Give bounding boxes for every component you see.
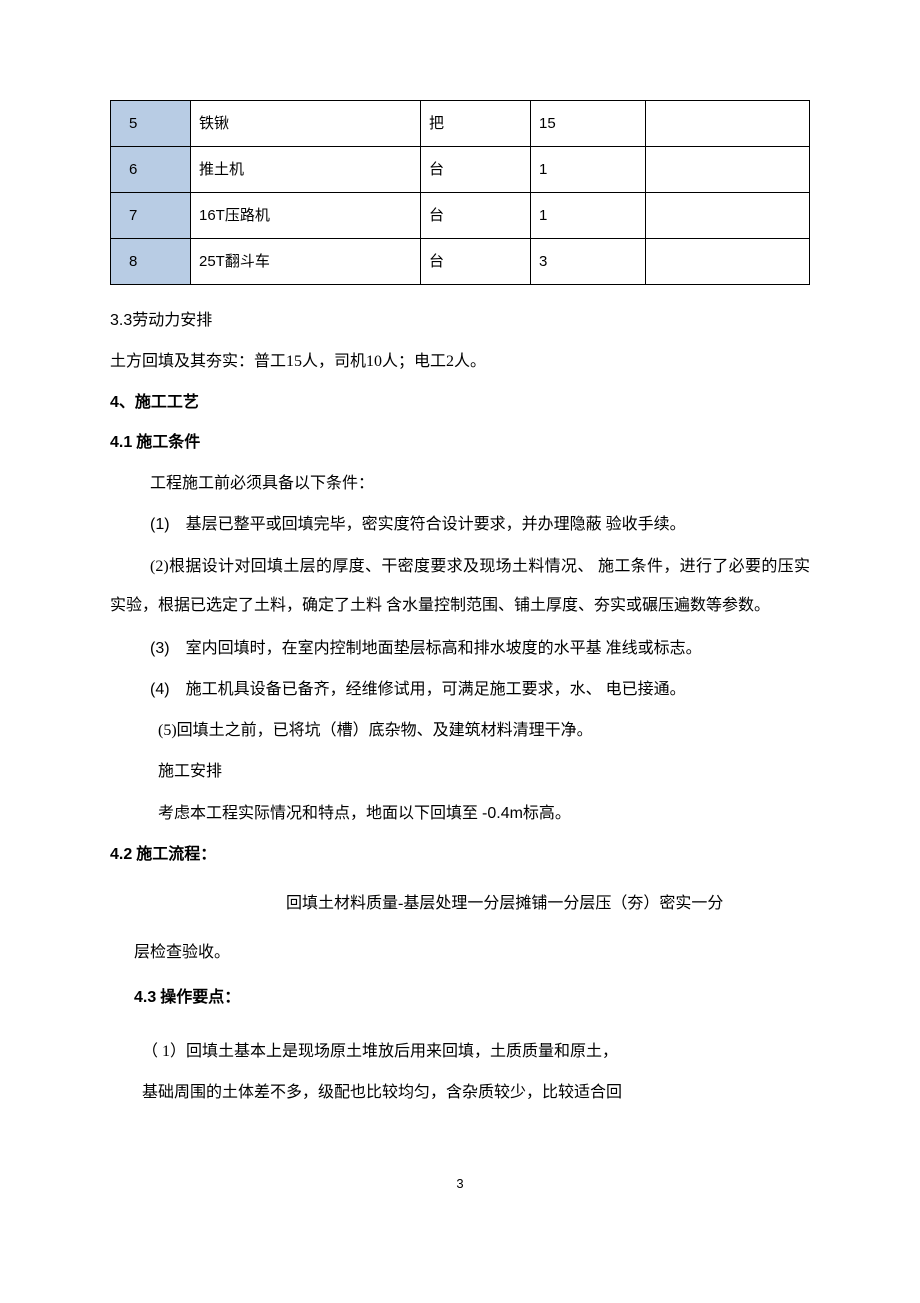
cell-unit: 把 — [421, 101, 531, 147]
item-4-3-1: （ 1）回填土基本上是现场原土堆放后用来回填，土质质量和原土， — [110, 1034, 810, 1069]
item-4-1-4-txt: 施工机具设备已备齐，经维修试用，可满足施工要求，水、 电已接通。 — [170, 681, 686, 698]
item-4-1-5: (5)回填土之前，已将坑（槽）底杂物、及建筑材料清理干净。 — [110, 713, 810, 748]
table-row: 716T压路机台1 — [111, 193, 810, 239]
section-4-1-title: 4.1 施工条件 — [110, 425, 810, 460]
section-4-3-num: 4.3 — [134, 989, 156, 1006]
page-number: 3 — [110, 1170, 810, 1199]
section-4-3-title: 4.3 操作要点： — [110, 980, 810, 1015]
item-4-1-4: (4) 施工机具设备已备齐，经维修试用，可满足施工要求，水、 电已接通。 — [110, 672, 810, 707]
table-row: 825T翻斗车台3 — [111, 239, 810, 285]
table-row: 6推土机台1 — [111, 147, 810, 193]
section-4-title: 4、施工工艺 — [110, 385, 810, 420]
section-4-num: 4 — [110, 394, 119, 411]
cell-qty: 15 — [531, 101, 646, 147]
section-4-1-num: 4.1 — [110, 434, 132, 451]
table-row: 5铁锹把15 — [111, 101, 810, 147]
item-4-1-3-num: (3) — [150, 640, 170, 657]
cell-name: 25T翻斗车 — [191, 239, 421, 285]
section-3-3-body-text: 土方回填及其夯实：普工15人，司机10人；电工2人。 — [110, 353, 486, 370]
cell-remark — [646, 147, 810, 193]
cell-unit: 台 — [421, 239, 531, 285]
cell-remark — [646, 239, 810, 285]
item-4-1-2: (2)根据设计对回填土层的厚度、干密度要求及现场土料情况、 施工条件，进行了必要… — [110, 548, 810, 625]
section-4-2-title: 4.2 施工流程： — [110, 837, 810, 872]
cell-name: 推土机 — [191, 147, 421, 193]
cell-name: 铁锹 — [191, 101, 421, 147]
item-4-1-3: (3) 室内回填时，在室内控制地面垫层标高和排水坡度的水平基 准线或标志。 — [110, 631, 810, 666]
arr-body-b: -0.4m — [482, 805, 523, 822]
cell-index: 8 — [111, 239, 191, 285]
cell-index: 7 — [111, 193, 191, 239]
construction-arrangement-title: 施工安排 — [110, 754, 810, 789]
section-3-3-body: 土方回填及其夯实：普工15人，司机10人；电工2人。 — [110, 344, 810, 379]
arr-body-c: 标高。 — [523, 805, 571, 822]
item-4-1-1-txt: 基层已整平或回填完毕，密实度符合设计要求，并办理隐蔽 验收手续。 — [170, 516, 686, 533]
cell-qty: 1 — [531, 147, 646, 193]
section-3-3-title-text: 3.3劳动力安排 — [110, 312, 212, 329]
cell-name: 16T压路机 — [191, 193, 421, 239]
cell-remark — [646, 193, 810, 239]
cell-index: 5 — [111, 101, 191, 147]
section-4-2-txt: 施工流程： — [132, 846, 216, 863]
flow-line-1: 回填土材料质量-基层处理一分层摊铺一分层压（夯）密实一分 — [110, 886, 810, 921]
cell-remark — [646, 101, 810, 147]
item-4-3-1b: 基础周围的土体差不多，级配也比较均匀，含杂质较少，比较适合回 — [110, 1075, 810, 1110]
section-4-1-intro: 工程施工前必须具备以下条件： — [110, 466, 810, 501]
arr-body-a: 考虑本工程实际情况和特点，地面以下回填至 — [158, 805, 482, 822]
section-3-3-title: 3.3劳动力安排 — [110, 303, 810, 338]
cell-unit: 台 — [421, 147, 531, 193]
flow-line-2: 层检查验收。 — [110, 935, 810, 970]
construction-arrangement-body: 考虑本工程实际情况和特点，地面以下回填至 -0.4m标高。 — [110, 796, 810, 831]
section-4-txt: 、施工工艺 — [119, 394, 199, 411]
item-4-1-4-num: (4) — [150, 681, 170, 698]
section-4-1-txt: 施工条件 — [132, 434, 200, 451]
cell-unit: 台 — [421, 193, 531, 239]
item-4-1-1-num: (1) — [150, 516, 170, 533]
item-4-1-3-txt: 室内回填时，在室内控制地面垫层标高和排水坡度的水平基 准线或标志。 — [170, 640, 702, 657]
cell-index: 6 — [111, 147, 191, 193]
item-4-1-1: (1) 基层已整平或回填完毕，密实度符合设计要求，并办理隐蔽 验收手续。 — [110, 507, 810, 542]
equipment-table: 5铁锹把156推土机台1716T压路机台1825T翻斗车台3 — [110, 100, 810, 285]
section-4-3-txt: 操作要点： — [156, 989, 240, 1006]
cell-qty: 1 — [531, 193, 646, 239]
cell-qty: 3 — [531, 239, 646, 285]
section-4-2-num: 4.2 — [110, 846, 132, 863]
